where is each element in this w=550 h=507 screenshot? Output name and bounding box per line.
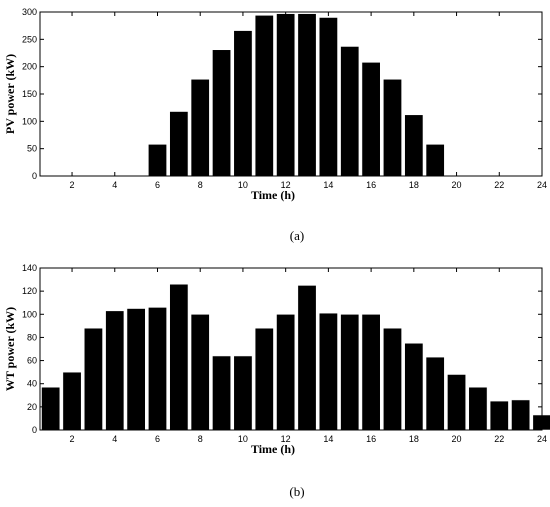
x-tick-label: 16 — [366, 434, 376, 444]
panel-label: (a) — [290, 228, 304, 243]
y-tick-label: 0 — [32, 171, 37, 181]
x-tick-label: 14 — [323, 434, 333, 444]
y-tick-label: 200 — [22, 62, 37, 72]
bar — [318, 17, 338, 177]
x-axis-title: Time (h) — [251, 188, 295, 202]
bar — [169, 283, 189, 431]
y-tick-label: 80 — [27, 332, 37, 342]
bar — [297, 285, 317, 431]
bar — [126, 308, 146, 431]
bar — [169, 111, 189, 177]
bar — [148, 307, 167, 431]
x-tick-label: 12 — [281, 434, 291, 444]
bar — [105, 310, 125, 431]
x-tick-label: 4 — [112, 434, 117, 444]
bar — [511, 399, 531, 431]
x-tick-label: 10 — [238, 434, 248, 444]
bar — [425, 356, 445, 431]
bar — [62, 371, 82, 431]
x-tick-label: 24 — [537, 434, 547, 444]
bar — [404, 342, 424, 431]
y-tick-label: 300 — [22, 7, 37, 17]
bar — [382, 327, 402, 431]
x-tick-label: 22 — [494, 434, 504, 444]
bar — [297, 13, 317, 177]
y-axis-title: PV power (kW) — [3, 54, 17, 134]
bar — [447, 374, 467, 431]
bar — [382, 78, 402, 177]
y-tick-label: 0 — [32, 425, 37, 435]
x-tick-label: 6 — [155, 180, 160, 190]
bar — [361, 313, 381, 431]
x-axis-title: Time (h) — [251, 442, 295, 456]
x-tick-label: 12 — [281, 180, 291, 190]
y-tick-label: 250 — [22, 34, 37, 44]
bar — [41, 386, 61, 431]
bar — [276, 313, 296, 431]
plot-frame — [39, 267, 543, 431]
bar — [233, 30, 253, 177]
bar — [148, 143, 167, 177]
x-tick-label: 14 — [323, 180, 333, 190]
bar — [254, 14, 274, 177]
x-tick-label: 2 — [70, 180, 75, 190]
bar — [190, 313, 210, 431]
y-axis-title: WT power (kW) — [3, 307, 17, 391]
bar — [233, 355, 253, 431]
x-tick-label: 4 — [112, 180, 117, 190]
y-tick-label: 100 — [22, 309, 37, 319]
y-tick-label: 50 — [27, 144, 37, 154]
y-tick-label: 20 — [27, 402, 37, 412]
x-tick-label: 20 — [452, 434, 462, 444]
y-tick-label: 120 — [22, 286, 37, 296]
y-tick-label: 140 — [22, 263, 37, 273]
x-tick-label: 2 — [70, 434, 75, 444]
y-tick-label: 40 — [27, 379, 37, 389]
bar — [212, 355, 232, 431]
x-tick-label: 22 — [494, 180, 504, 190]
bar — [489, 400, 509, 431]
bar — [318, 312, 338, 431]
x-tick-label: 8 — [198, 180, 203, 190]
y-tick-label: 150 — [22, 89, 37, 99]
bar — [468, 386, 488, 431]
bar — [254, 327, 274, 431]
bar — [404, 114, 424, 177]
y-tick-label: 60 — [27, 356, 37, 366]
bar — [212, 49, 232, 177]
x-tick-label: 10 — [238, 180, 248, 190]
x-tick-label: 6 — [155, 434, 160, 444]
panel-label: (b) — [289, 484, 304, 499]
bar — [276, 13, 296, 177]
bar — [190, 78, 210, 177]
bar — [361, 61, 381, 177]
bar — [425, 143, 445, 177]
bar — [83, 327, 103, 431]
bar — [340, 46, 360, 177]
x-tick-label: 18 — [409, 434, 419, 444]
bar — [532, 414, 550, 431]
x-tick-label: 16 — [366, 180, 376, 190]
x-tick-label: 24 — [537, 180, 547, 190]
x-tick-label: 8 — [198, 434, 203, 444]
bar — [340, 313, 360, 431]
y-tick-label: 100 — [22, 116, 37, 126]
x-tick-label: 20 — [452, 180, 462, 190]
x-tick-label: 18 — [409, 180, 419, 190]
